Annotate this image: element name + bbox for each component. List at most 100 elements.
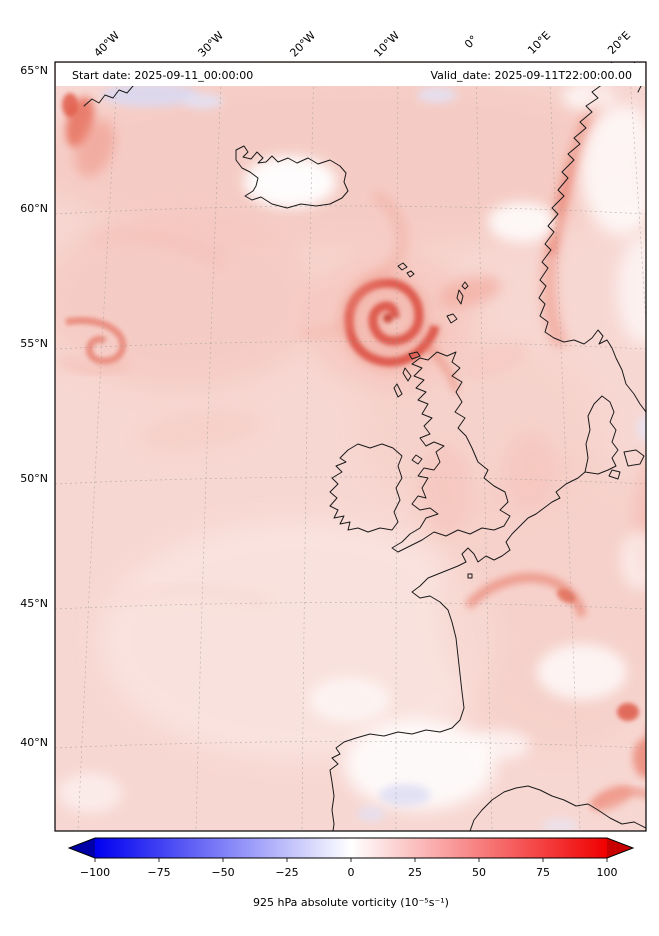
left-tick-label-40N: 40°N xyxy=(20,736,48,749)
meridian-10E xyxy=(548,62,581,831)
coast-hebrides xyxy=(393,351,421,398)
spiral-arm xyxy=(344,278,440,367)
coast-denmark xyxy=(584,395,619,475)
field-streak xyxy=(58,357,130,374)
field-streak xyxy=(89,231,228,270)
parallel-40N xyxy=(55,741,646,749)
left-tick-label-60N: 60°N xyxy=(20,202,48,215)
field-maximum xyxy=(633,738,646,778)
field-streak xyxy=(419,444,471,540)
top-tick-label-40W: 40°W xyxy=(91,29,122,60)
negative-vorticity-patch xyxy=(357,806,385,822)
cyclone-spiral xyxy=(299,190,459,393)
field-white-patch xyxy=(580,105,646,235)
coast-ireland xyxy=(329,443,403,533)
field-white-patch xyxy=(488,202,556,242)
top-tick-label-20W: 20°W xyxy=(287,29,318,60)
field-white-patch xyxy=(310,678,390,722)
colorbar-tick-marks xyxy=(94,858,608,862)
field-streak xyxy=(505,430,555,510)
negative-vorticity-patch xyxy=(417,87,457,103)
colorbar-tick-labels: −100 −75 −50 −25 0 25 50 75 100 xyxy=(80,866,618,879)
coast-iceland xyxy=(235,145,349,209)
field-streak xyxy=(556,588,576,604)
field-blob xyxy=(55,210,320,390)
field-white-patch xyxy=(345,720,495,810)
field-blob xyxy=(55,70,646,250)
negative-vorticity-patch xyxy=(637,414,646,442)
field-streak xyxy=(438,276,502,308)
field-streak xyxy=(62,93,78,117)
field-streak xyxy=(591,785,633,811)
plot-frame xyxy=(54,61,647,832)
coast-continental-atlantic xyxy=(329,471,586,831)
colorbar: −100 −75 −50 −25 0 25 50 75 100 925 hPa … xyxy=(67,837,635,909)
cb-tick-0: 0 xyxy=(348,866,355,879)
spiral-tail xyxy=(423,342,459,393)
parallel-55N xyxy=(55,341,646,350)
start-date-title: Start date: 2025-09-11_00:00:00 xyxy=(72,69,253,82)
meridian-0 xyxy=(475,62,493,831)
field-white-patch xyxy=(244,156,336,208)
cb-tick--100: −100 xyxy=(80,866,110,879)
coast-channel-islands xyxy=(467,573,473,579)
cb-tick-25: 25 xyxy=(408,866,422,879)
coast-isle-of-man xyxy=(411,454,423,465)
field-streak xyxy=(461,341,529,379)
cb-tick--25: −25 xyxy=(275,866,298,879)
field-maximum xyxy=(617,703,639,721)
left-axis-labels: 65°N 60°N 55°N 50°N 45°N 40°N xyxy=(20,64,48,749)
title-strip xyxy=(56,63,645,86)
meridian-30W xyxy=(195,62,223,831)
meridian-10W xyxy=(395,62,399,831)
field-white-patch xyxy=(617,235,646,345)
cb-tick--50: −50 xyxy=(211,866,234,879)
top-axis-labels: 40°W 30°W 20°W 10°W 0° 10°E 20°E xyxy=(91,29,633,60)
colorbar-over-arrow xyxy=(607,838,633,858)
coast-mediterranean xyxy=(469,785,646,831)
colorbar-axis-label: 925 hPa absolute vorticity (10⁻⁵s⁻¹) xyxy=(253,896,449,909)
parallel-45N xyxy=(55,602,646,610)
coast-danish-islands xyxy=(608,449,645,480)
field-white-patch xyxy=(470,730,530,760)
negative-vorticity-patch xyxy=(183,93,223,109)
cb-tick-100: 100 xyxy=(597,866,618,879)
negative-vorticity-patch xyxy=(542,818,578,831)
cb-tick--75: −75 xyxy=(147,866,170,879)
top-tick-label-0: 0° xyxy=(462,33,480,51)
field-white-patch xyxy=(537,644,627,700)
norway-coastal-band-core xyxy=(549,118,591,256)
map-area xyxy=(55,62,659,831)
valid-date-title: Valid_date: 2025-09-11T22:00:00.00 xyxy=(430,69,632,82)
left-tick-label-55N: 55°N xyxy=(20,337,48,350)
coastlines xyxy=(83,62,646,831)
top-tick-label-10E: 10°E xyxy=(525,29,553,57)
negative-vorticity-patch xyxy=(379,784,431,806)
field-streak xyxy=(647,721,659,749)
vorticity-field xyxy=(55,70,659,831)
meridian-40W xyxy=(77,62,119,831)
west-atlantic-hook xyxy=(65,317,127,365)
field-white-patch xyxy=(562,83,614,111)
top-tick-label-20E: 20°E xyxy=(605,29,633,57)
parallel-60N xyxy=(55,205,646,215)
coast-greenland-tip xyxy=(83,81,134,107)
meridian-20W xyxy=(301,62,315,831)
coast-norway-sweden xyxy=(538,62,646,413)
spiral-north-arm xyxy=(345,190,407,319)
left-tick-label-50N: 50°N xyxy=(20,472,48,485)
colorbar-under-arrow xyxy=(69,838,95,858)
field-streak xyxy=(75,119,115,177)
cb-tick-50: 50 xyxy=(472,866,486,879)
field-streak xyxy=(118,586,272,609)
france-germany-arc xyxy=(465,573,586,617)
coast-shetland-orkney xyxy=(446,281,469,324)
field-blob xyxy=(100,520,500,760)
cb-tick-75: 75 xyxy=(536,866,550,879)
graticule xyxy=(55,62,646,831)
field-streak xyxy=(140,410,260,450)
left-tick-label-45N: 45°N xyxy=(20,597,48,610)
left-tick-label-65N: 65°N xyxy=(20,64,48,77)
